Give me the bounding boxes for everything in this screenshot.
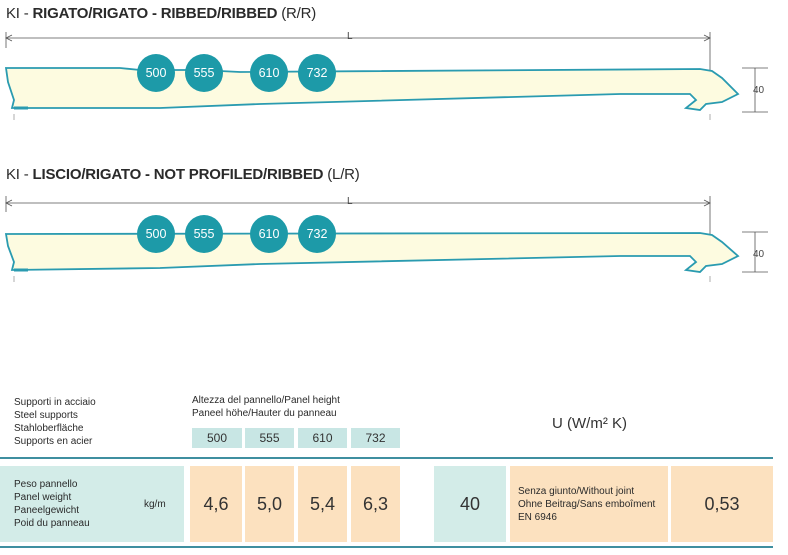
height-header-732: 732 [351, 428, 400, 448]
weight-555: 5,0 [245, 466, 294, 542]
panel-1-drawing [4, 32, 768, 120]
u-value-cell: 0,53 [671, 466, 773, 542]
panel-2-badge-732: 732 [298, 215, 336, 253]
thickness-cell: 40 [434, 466, 506, 542]
panel-2-thickness-label: 40 [753, 249, 765, 260]
panel-2-badge-610: 610 [250, 215, 288, 253]
table-top-rule [0, 457, 773, 459]
panel-1-badge-555: 555 [185, 54, 223, 92]
panel-1-badge-500: 500 [137, 54, 175, 92]
weight-610: 5,4 [298, 466, 347, 542]
weight-732: 6,3 [351, 466, 400, 542]
panel-1-length-label: L [347, 31, 353, 42]
height-header-555: 555 [245, 428, 294, 448]
u-value-header: U (W/m² K) [552, 415, 627, 432]
panel-2-badge-555: 555 [185, 215, 223, 253]
panel-weight-cell: Peso pannello Panel weight Paneelgewicht… [0, 466, 184, 542]
panel-2-drawing [4, 196, 768, 282]
panel-1-title: KI - RIGATO/RIGATO - RIBBED/RIBBED (R/R) [6, 5, 317, 22]
panel-1-badge-610: 610 [250, 54, 288, 92]
joint-cell: Senza giunto/Without joint Ohne Beitrag/… [510, 466, 668, 542]
panel-2-badge-500: 500 [137, 215, 175, 253]
table-bottom-rule [0, 546, 773, 548]
height-header-610: 610 [298, 428, 347, 448]
panel-height-label: Altezza del pannello/Panel height Paneel… [192, 395, 340, 419]
panel-2-length-label: L [347, 196, 353, 207]
height-header-500: 500 [192, 428, 242, 448]
weight-500: 4,6 [190, 466, 242, 542]
panel-1-thickness-label: 40 [753, 85, 765, 96]
panel-2-title: KI - LISCIO/RIGATO - NOT PROFILED/RIBBED… [6, 166, 360, 183]
panel-1-badge-732: 732 [298, 54, 336, 92]
supports-label: Supporti in acciaio Steel supports Stahl… [14, 397, 96, 447]
unit-label: kg/m [144, 499, 166, 510]
